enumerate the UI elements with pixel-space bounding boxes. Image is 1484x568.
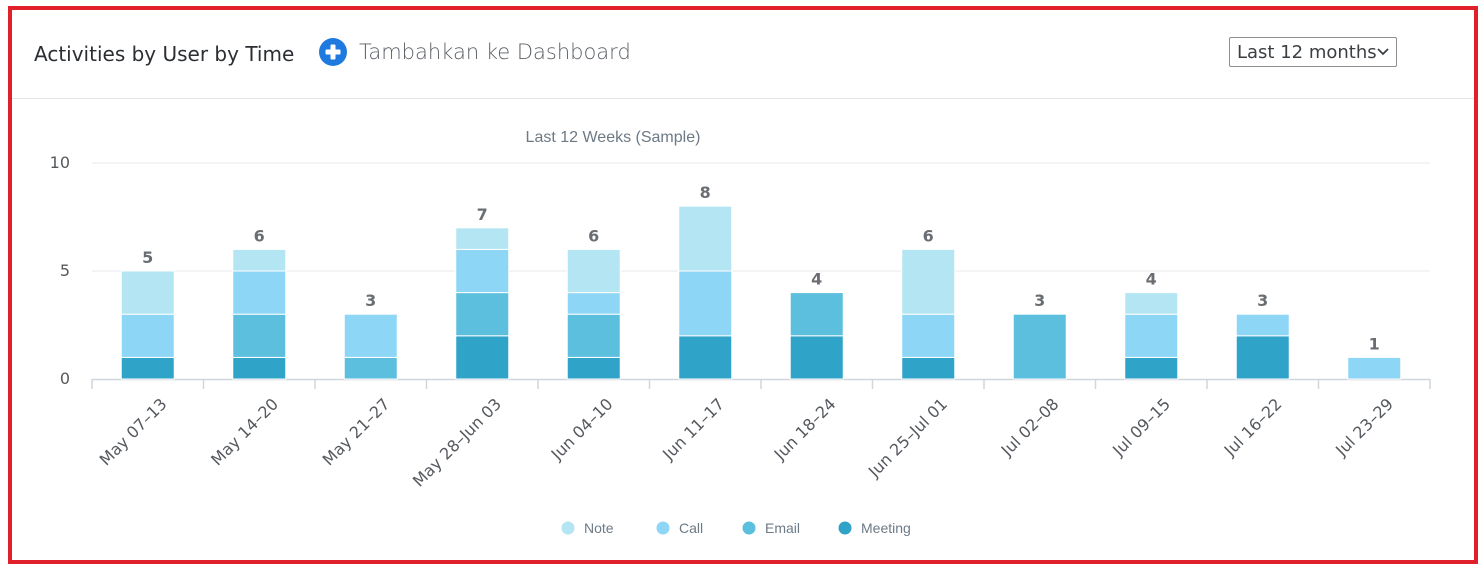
bar-segment-email[interactable]: [566, 313, 621, 358]
bar-segment-call[interactable]: [1235, 313, 1290, 337]
bar-segment-call[interactable]: [901, 313, 956, 358]
data-label-total: 5: [142, 248, 153, 267]
add-to-dashboard-button[interactable]: Tambahkan ke Dashboard: [319, 38, 631, 66]
bar-segment-meeting[interactable]: [789, 335, 844, 380]
card-header: Activities by User by Time Tambahkan ke …: [12, 10, 1474, 99]
x-tick-label: May 28–Jun 03: [409, 394, 505, 490]
bar-segment-call[interactable]: [1347, 356, 1402, 380]
data-label-total: 3: [1257, 291, 1268, 310]
time-range-value: Last 12 months: [1237, 41, 1377, 63]
data-label-total: 6: [254, 226, 265, 245]
time-range-select[interactable]: Last 12 months: [1229, 37, 1397, 67]
bar-segment-note[interactable]: [566, 248, 621, 294]
legend-marker-note[interactable]: [561, 521, 575, 535]
data-label-total: 8: [700, 183, 711, 202]
x-tick-label: Jul 09–15: [1108, 394, 1174, 460]
data-label-total: 3: [365, 291, 376, 310]
legend-marker-email[interactable]: [742, 521, 756, 535]
data-label-total: 4: [1146, 270, 1157, 289]
x-tick-label: May 14–20: [207, 394, 282, 469]
chevron-down-icon: [1377, 48, 1389, 56]
bar-segment-call[interactable]: [343, 313, 398, 358]
legend-marker-meeting[interactable]: [838, 521, 852, 535]
legend-label-meeting[interactable]: Meeting: [861, 520, 911, 536]
legend-marker-call[interactable]: [656, 521, 670, 535]
legend-label-call[interactable]: Call: [679, 520, 703, 536]
bar-segment-call[interactable]: [455, 248, 510, 294]
stacked-bar-chart: Last 12 Weeks (Sample) 0 5 10 5 May 07–13 6 May…: [50, 129, 1431, 536]
bar-segment-meeting[interactable]: [566, 356, 621, 380]
bar-segment-note[interactable]: [678, 205, 733, 272]
x-tick-label: Jun 25–Jul 01: [864, 394, 951, 481]
bar-segment-email[interactable]: [232, 313, 287, 358]
x-tick-label: May 07–13: [96, 394, 171, 469]
data-label-total: 1: [1369, 334, 1380, 353]
bar-segment-email[interactable]: [1012, 313, 1067, 380]
plus-circle-icon: [319, 38, 347, 66]
bar-segment-email[interactable]: [455, 292, 510, 337]
chart-title: Last 12 Weeks (Sample): [526, 129, 701, 146]
bar-segment-meeting[interactable]: [232, 356, 287, 380]
widget-card: Activities by User by Time Tambahkan ke …: [8, 6, 1478, 564]
y-tick-label: 0: [60, 369, 70, 388]
bar-segment-note[interactable]: [901, 248, 956, 315]
x-tick-label: May 21–27: [319, 394, 394, 469]
add-to-dashboard-label: Tambahkan ke Dashboard: [359, 40, 631, 64]
data-label-total: 7: [477, 205, 488, 224]
bar-segment-email[interactable]: [343, 356, 398, 380]
card-title: Activities by User by Time: [34, 42, 295, 66]
data-label-total: 4: [811, 270, 822, 289]
bar-segment-meeting[interactable]: [1124, 356, 1179, 380]
bar-segment-meeting[interactable]: [455, 335, 510, 380]
legend-label-email[interactable]: Email: [765, 520, 800, 536]
bar-segment-note[interactable]: [1124, 292, 1179, 315]
x-tick-label: Jul 23–29: [1331, 394, 1397, 460]
bar-segment-meeting[interactable]: [120, 356, 175, 380]
bar-segment-call[interactable]: [678, 270, 733, 337]
bar-segment-meeting[interactable]: [1235, 335, 1290, 380]
y-tick-label: 10: [50, 153, 70, 172]
chart-area: Last 12 Weeks (Sample) 0 5 10 5 May 07–13 6 May…: [12, 99, 1474, 560]
data-label-total: 3: [1034, 291, 1045, 310]
bar-segment-call[interactable]: [232, 270, 287, 315]
x-tick-label: Jul 16–22: [1220, 394, 1286, 460]
bar-segment-meeting[interactable]: [678, 335, 733, 380]
bar-segment-note[interactable]: [120, 270, 175, 315]
bar-segment-note[interactable]: [232, 248, 287, 272]
bar-segment-call[interactable]: [120, 313, 175, 358]
data-label-total: 6: [588, 226, 599, 245]
x-tick-label: Jun 18–24: [770, 394, 840, 464]
x-tick-label: Jun 11–17: [658, 394, 728, 464]
y-tick-label: 5: [60, 261, 70, 280]
x-tick-label: Jun 04–10: [547, 394, 617, 464]
bar-segment-call[interactable]: [566, 292, 621, 315]
x-tick-label: Jul 02–08: [997, 394, 1063, 460]
bar-segment-meeting[interactable]: [901, 356, 956, 380]
legend-label-note[interactable]: Note: [584, 520, 614, 536]
bar-segment-call[interactable]: [1124, 313, 1179, 358]
data-label-total: 6: [923, 226, 934, 245]
bar-segment-note[interactable]: [455, 227, 510, 250]
bar-segment-email[interactable]: [789, 292, 844, 337]
